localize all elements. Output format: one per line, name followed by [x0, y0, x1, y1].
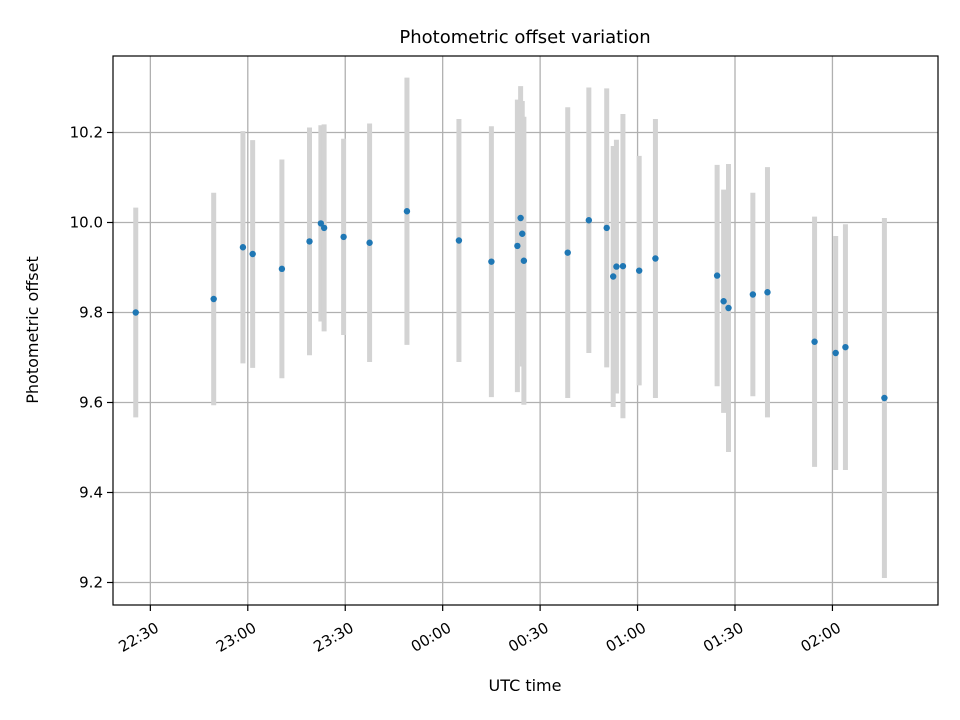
y-tick-label: 10.0 [70, 214, 103, 232]
chart-title: Photometric offset variation [399, 27, 650, 48]
data-point [317, 220, 325, 227]
data-point [519, 230, 526, 237]
data-point [652, 255, 659, 262]
data-point [132, 309, 139, 316]
data-point [520, 257, 528, 264]
x-tick-label: 23:30 [310, 619, 356, 656]
data-point [455, 237, 463, 244]
data-point [340, 233, 347, 241]
data-point [564, 249, 571, 256]
y-tick-label: 9.8 [79, 304, 103, 322]
x-tick-label: 23:00 [213, 619, 259, 656]
data-point [811, 338, 818, 345]
data-point [842, 343, 849, 351]
x-tick-label: 22:30 [116, 619, 162, 656]
data-point [609, 273, 617, 280]
x-tick-label: 02:00 [798, 619, 844, 656]
data-point [832, 349, 839, 357]
y-tick-label: 9.4 [79, 484, 103, 502]
data-point [619, 262, 627, 270]
data-point [239, 244, 247, 251]
x-axis-title: UTC time [489, 676, 562, 695]
x-tick-label: 00:30 [505, 619, 551, 656]
data-point [210, 295, 217, 303]
data-point [749, 291, 757, 298]
x-tick-label: 01:00 [603, 619, 649, 656]
data-point-layer [132, 208, 888, 402]
data-point [585, 217, 593, 224]
data-point [635, 267, 643, 274]
data-point [881, 394, 888, 402]
data-point [403, 208, 411, 215]
data-point [320, 224, 328, 232]
data-point [278, 265, 286, 273]
data-point [488, 258, 495, 265]
data-point [514, 242, 521, 250]
data-point [720, 298, 727, 305]
x-tick-label: 00:00 [408, 619, 454, 656]
data-point [249, 250, 256, 258]
data-point [764, 289, 771, 296]
data-point [725, 304, 732, 312]
plot-frame [112, 55, 939, 606]
y-tick-label: 10.2 [70, 124, 103, 142]
data-point [517, 214, 524, 222]
data-point [306, 238, 313, 245]
y-axis-title: Photometric offset [23, 256, 42, 404]
y-tick-label: 9.6 [79, 394, 103, 412]
data-point [603, 224, 610, 232]
y-tick-label: 9.2 [79, 574, 103, 592]
data-point [613, 263, 620, 270]
data-point [713, 272, 721, 279]
x-tick-label: 01:30 [700, 619, 746, 656]
data-point [366, 239, 373, 246]
